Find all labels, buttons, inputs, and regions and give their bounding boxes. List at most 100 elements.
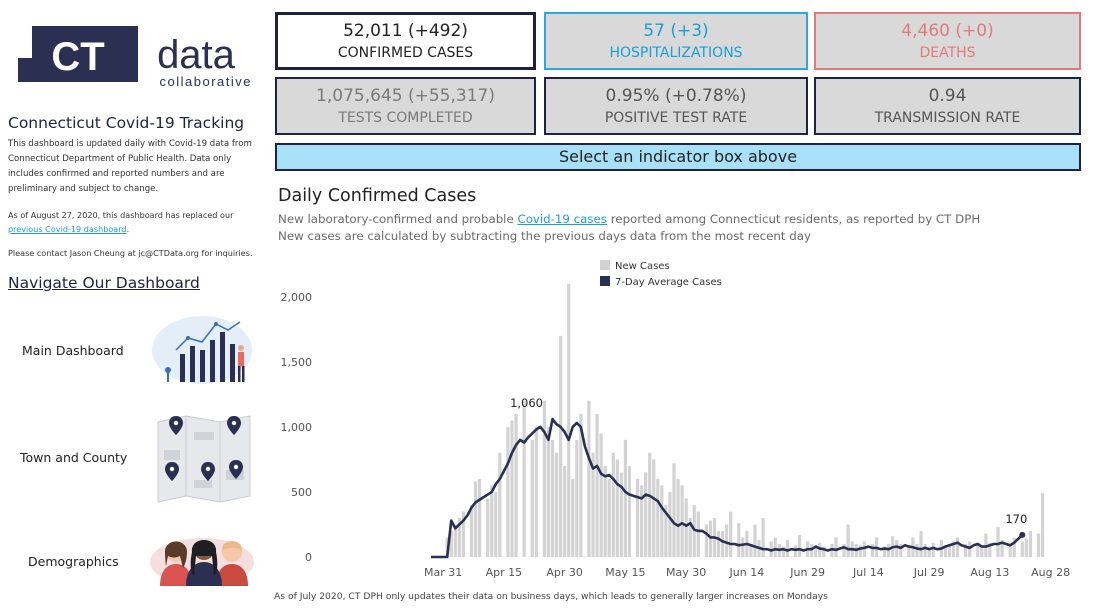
- new-cases-bar[interactable]: [749, 543, 753, 557]
- kpi-tests-completed[interactable]: 1,075,645 (+55,317) TESTS COMPLETED: [275, 77, 536, 135]
- new-cases-bar[interactable]: [607, 478, 611, 557]
- new-cases-bar[interactable]: [648, 452, 652, 557]
- kpi-deaths[interactable]: 4,460 (+0) DEATHS: [814, 12, 1081, 70]
- new-cases-bar[interactable]: [486, 498, 490, 557]
- new-cases-bar[interactable]: [1036, 533, 1041, 557]
- new-cases-bar[interactable]: [785, 540, 789, 557]
- kpi-hospitalizations[interactable]: 57 (+3) HOSPITALIZATIONS: [544, 12, 808, 70]
- new-cases-bar[interactable]: [684, 498, 688, 557]
- legend-new-cases-label[interactable]: New Cases: [615, 261, 670, 272]
- legend-average-label[interactable]: 7-Day Average Cases: [615, 277, 722, 288]
- new-cases-bar[interactable]: [461, 511, 465, 557]
- new-cases-bar[interactable]: [473, 481, 478, 557]
- new-cases-bar[interactable]: [623, 439, 627, 557]
- new-cases-bar[interactable]: [615, 459, 619, 557]
- new-cases-bar[interactable]: [546, 426, 551, 557]
- new-cases-bar[interactable]: [716, 530, 721, 557]
- new-cases-bar[interactable]: [664, 504, 668, 557]
- new-cases-bar[interactable]: [895, 540, 899, 557]
- nav-item-main-dashboard[interactable]: Main Dashboard: [22, 343, 124, 358]
- new-cases-bar[interactable]: [522, 400, 526, 557]
- map-pins-illustration-icon[interactable]: [150, 410, 256, 504]
- new-cases-bar[interactable]: [627, 465, 632, 557]
- new-cases-bar[interactable]: [652, 459, 656, 557]
- new-cases-bar[interactable]: [729, 511, 733, 557]
- new-cases-bar[interactable]: [554, 452, 559, 557]
- new-cases-bar[interactable]: [988, 542, 992, 557]
- new-cases-bar[interactable]: [899, 543, 903, 557]
- new-cases-bar[interactable]: [599, 433, 603, 557]
- new-cases-bar[interactable]: [567, 283, 571, 557]
- new-cases-bar[interactable]: [793, 545, 798, 557]
- new-cases-bar[interactable]: [883, 546, 887, 557]
- new-cases-bar[interactable]: [1012, 537, 1016, 557]
- new-cases-bar[interactable]: [1040, 493, 1045, 557]
- new-cases-bar[interactable]: [725, 524, 729, 557]
- new-cases-bar[interactable]: [797, 534, 802, 557]
- kpi-positive-test-rate[interactable]: 0.95% (+0.78%) POSITIVE TEST RATE: [544, 77, 808, 135]
- new-cases-bar[interactable]: [660, 485, 664, 557]
- legend-average-swatch[interactable]: [600, 276, 610, 286]
- new-cases-bar[interactable]: [1000, 540, 1004, 557]
- new-cases-bar[interactable]: [955, 537, 960, 557]
- new-cases-bar[interactable]: [469, 504, 474, 557]
- new-cases-bar[interactable]: [773, 537, 777, 557]
- new-cases-bar[interactable]: [870, 543, 875, 557]
- new-cases-bar[interactable]: [923, 543, 927, 557]
- bar-chart-illustration-icon[interactable]: [150, 310, 258, 390]
- new-cases-bar[interactable]: [619, 472, 623, 557]
- new-cases-bar[interactable]: [1008, 543, 1012, 557]
- new-cases-bar[interactable]: [449, 530, 453, 557]
- new-cases-bar[interactable]: [696, 511, 700, 557]
- new-cases-bar[interactable]: [644, 472, 648, 557]
- nav-item-demographics[interactable]: Demographics: [28, 554, 119, 569]
- new-cases-bar[interactable]: [915, 543, 919, 557]
- new-cases-bar[interactable]: [550, 439, 555, 557]
- kpi-confirmed-cases[interactable]: 52,011 (+492) CONFIRMED CASES: [275, 12, 536, 70]
- new-cases-bar[interactable]: [951, 541, 956, 557]
- new-cases-bar[interactable]: [656, 478, 660, 557]
- new-cases-bar[interactable]: [781, 546, 785, 557]
- new-cases-bar[interactable]: [668, 491, 672, 557]
- new-cases-bar[interactable]: [494, 491, 498, 557]
- new-cases-bar[interactable]: [680, 485, 684, 557]
- new-cases-bar[interactable]: [1028, 530, 1032, 557]
- new-cases-bar[interactable]: [947, 543, 951, 557]
- new-cases-bar[interactable]: [676, 478, 680, 557]
- seven-day-average-line[interactable]: [431, 417, 1024, 559]
- new-cases-bar[interactable]: [943, 545, 947, 557]
- new-cases-bar[interactable]: [510, 420, 514, 557]
- new-cases-bar[interactable]: [635, 478, 640, 557]
- new-cases-bar[interactable]: [976, 543, 980, 557]
- new-cases-bar[interactable]: [931, 542, 935, 557]
- new-cases-bar[interactable]: [968, 541, 972, 557]
- new-cases-bar[interactable]: [490, 485, 494, 557]
- new-cases-bar[interactable]: [996, 527, 1000, 557]
- new-cases-bar[interactable]: [964, 543, 968, 557]
- new-cases-bar[interactable]: [534, 426, 538, 557]
- new-cases-bar[interactable]: [595, 413, 599, 557]
- new-cases-bar[interactable]: [506, 426, 510, 557]
- new-cases-bar[interactable]: [542, 400, 546, 557]
- new-cases-bar[interactable]: [708, 520, 713, 557]
- legend-new-cases-swatch[interactable]: [600, 260, 610, 270]
- new-cases-bar[interactable]: [579, 413, 583, 557]
- new-cases-bar[interactable]: [741, 537, 745, 557]
- new-cases-bar[interactable]: [514, 413, 518, 557]
- previous-dashboard-link[interactable]: previous Covid-19 dashboard: [8, 224, 127, 234]
- new-cases-bar[interactable]: [761, 517, 765, 557]
- new-cases-bar[interactable]: [753, 524, 757, 557]
- new-cases-bar[interactable]: [559, 335, 563, 557]
- new-cases-bar[interactable]: [814, 545, 818, 557]
- new-cases-bar[interactable]: [980, 545, 984, 557]
- new-cases-bar[interactable]: [810, 543, 814, 557]
- new-cases-bar[interactable]: [498, 452, 502, 557]
- new-cases-bar[interactable]: [478, 478, 482, 557]
- new-cases-bar[interactable]: [640, 485, 644, 557]
- new-cases-bar[interactable]: [563, 465, 567, 557]
- new-cases-bar[interactable]: [858, 545, 862, 557]
- new-cases-bar[interactable]: [737, 523, 741, 557]
- new-cases-bar[interactable]: [611, 452, 615, 557]
- new-cases-bar[interactable]: [919, 530, 923, 557]
- new-cases-bar[interactable]: [927, 546, 931, 557]
